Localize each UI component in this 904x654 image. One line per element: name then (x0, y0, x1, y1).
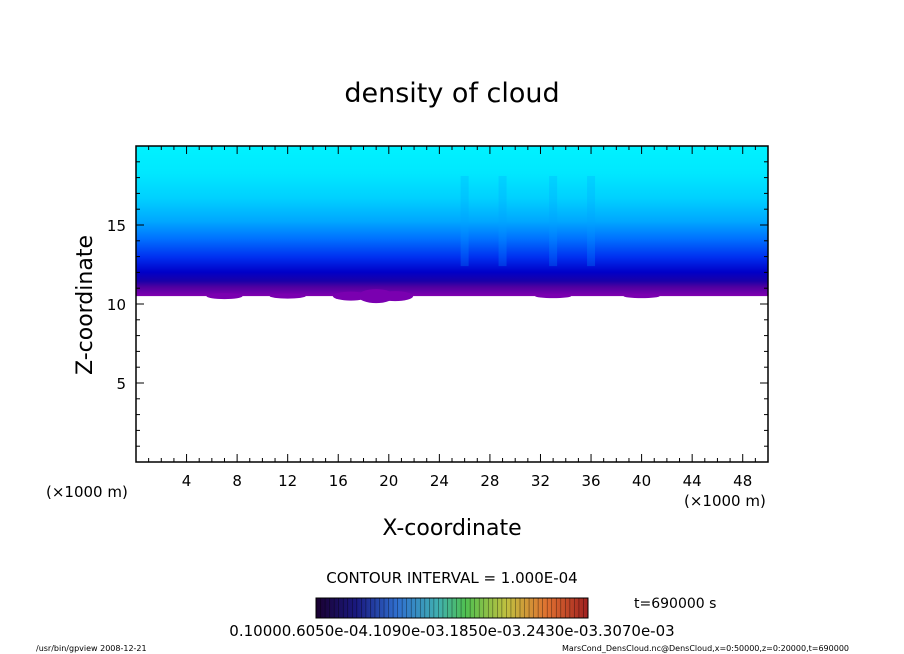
chart-title: density of cloud (344, 78, 559, 109)
colorbar-ticks (320, 598, 584, 618)
x-tick-label: 44 (683, 472, 702, 490)
x-tick-label: 8 (232, 472, 242, 490)
y-tick-label: 15 (107, 217, 126, 235)
y-axis-label: Z-coordinate (73, 235, 98, 375)
x-tick-label: 24 (430, 472, 449, 490)
cloud-base-lobe (535, 294, 572, 299)
x-tick-label: 32 (531, 472, 550, 490)
x-unit-right: (×1000 m) (684, 492, 766, 510)
x-tick-label: 16 (329, 472, 348, 490)
wave-feature (549, 176, 558, 267)
contour-interval: CONTOUR INTERVAL = 1.000E-04 (326, 569, 577, 587)
wave-feature (460, 176, 469, 267)
wave-feature (587, 176, 596, 267)
x-axis-label: X-coordinate (382, 516, 521, 541)
x-tick-label: 48 (733, 472, 752, 490)
x-tick-label: 12 (278, 472, 297, 490)
y-tick-label: 10 (107, 296, 126, 314)
plot-area (136, 146, 768, 304)
cloud-field (136, 146, 768, 297)
y-tick-label: 5 (116, 375, 126, 393)
x-axis: 4 8 12 16 20 24 28 32 36 40 44 48 (148, 146, 756, 490)
cloud-base-lobe (269, 293, 306, 299)
footer-right: MarsCond_DensCloud.nc@DensCloud,x=0:5000… (562, 644, 849, 653)
y-axis: 5 10 15 (107, 161, 768, 447)
x-tick-label: 4 (182, 472, 192, 490)
x-tick-label: 40 (632, 472, 651, 490)
colorbar-labels: 0.10000.6050e-04.1090e-03.1850e-03.2430e… (229, 622, 674, 640)
x-tick-label: 36 (581, 472, 600, 490)
cloud-base-lobe (623, 294, 660, 299)
cloud-base-lobe (377, 291, 414, 302)
wave-feature (498, 176, 507, 267)
x-unit-left: (×1000 m) (46, 483, 128, 501)
time-label: t=690000 s (634, 596, 716, 612)
x-tick-label: 28 (480, 472, 499, 490)
x-tick-label: 20 (379, 472, 398, 490)
cloud-base-lobe (206, 293, 243, 300)
footer-left: /usr/bin/gpview 2008-12-21 (36, 644, 147, 653)
